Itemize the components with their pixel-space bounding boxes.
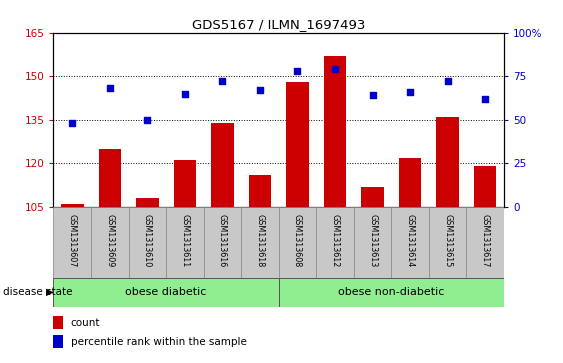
Point xyxy=(180,91,189,97)
Bar xyxy=(136,198,159,207)
Bar xyxy=(211,123,234,207)
Text: GSM1313617: GSM1313617 xyxy=(481,214,490,268)
Bar xyxy=(173,160,196,207)
Text: GSM1313615: GSM1313615 xyxy=(443,214,452,268)
Text: count: count xyxy=(70,318,100,327)
Bar xyxy=(436,117,459,207)
Bar xyxy=(249,175,271,207)
Bar xyxy=(279,278,504,307)
Point xyxy=(481,96,490,102)
Bar xyxy=(316,207,354,278)
Text: obese non-diabetic: obese non-diabetic xyxy=(338,287,444,297)
Point xyxy=(105,86,114,91)
Bar xyxy=(53,207,91,278)
Text: GSM1313616: GSM1313616 xyxy=(218,214,227,268)
Bar xyxy=(399,158,421,207)
Text: GSM1313613: GSM1313613 xyxy=(368,214,377,268)
Bar xyxy=(241,207,279,278)
Bar xyxy=(466,207,504,278)
Text: GSM1313610: GSM1313610 xyxy=(143,214,152,268)
Bar xyxy=(166,207,204,278)
Bar xyxy=(53,335,64,348)
Point xyxy=(218,78,227,84)
Title: GDS5167 / ILMN_1697493: GDS5167 / ILMN_1697493 xyxy=(192,19,365,32)
Point xyxy=(368,93,377,98)
Point xyxy=(68,121,77,126)
Point xyxy=(330,66,339,72)
Bar xyxy=(91,207,128,278)
Text: GSM1313608: GSM1313608 xyxy=(293,214,302,268)
Bar xyxy=(99,149,121,207)
Bar xyxy=(279,207,316,278)
Text: GSM1313612: GSM1313612 xyxy=(330,214,339,268)
Text: GSM1313607: GSM1313607 xyxy=(68,214,77,268)
Point xyxy=(443,78,452,84)
Bar xyxy=(354,207,391,278)
Text: disease state: disease state xyxy=(3,287,72,297)
Bar xyxy=(324,56,346,207)
Text: percentile rank within the sample: percentile rank within the sample xyxy=(70,337,247,347)
Text: GSM1313614: GSM1313614 xyxy=(405,214,414,268)
Bar xyxy=(361,187,384,207)
Bar xyxy=(61,204,83,207)
Point xyxy=(256,87,265,93)
Text: GSM1313609: GSM1313609 xyxy=(105,214,114,268)
Text: ▶: ▶ xyxy=(46,287,53,297)
Bar xyxy=(391,207,429,278)
Point xyxy=(405,89,414,95)
Text: GSM1313618: GSM1313618 xyxy=(256,214,265,268)
Point xyxy=(143,117,152,123)
Bar xyxy=(429,207,466,278)
Text: GSM1313611: GSM1313611 xyxy=(180,214,189,268)
Bar xyxy=(204,207,241,278)
Bar xyxy=(474,166,497,207)
Text: obese diabetic: obese diabetic xyxy=(126,287,207,297)
Bar xyxy=(286,82,309,207)
Bar xyxy=(128,207,166,278)
Point xyxy=(293,68,302,74)
Bar xyxy=(53,278,279,307)
Bar xyxy=(53,316,64,329)
